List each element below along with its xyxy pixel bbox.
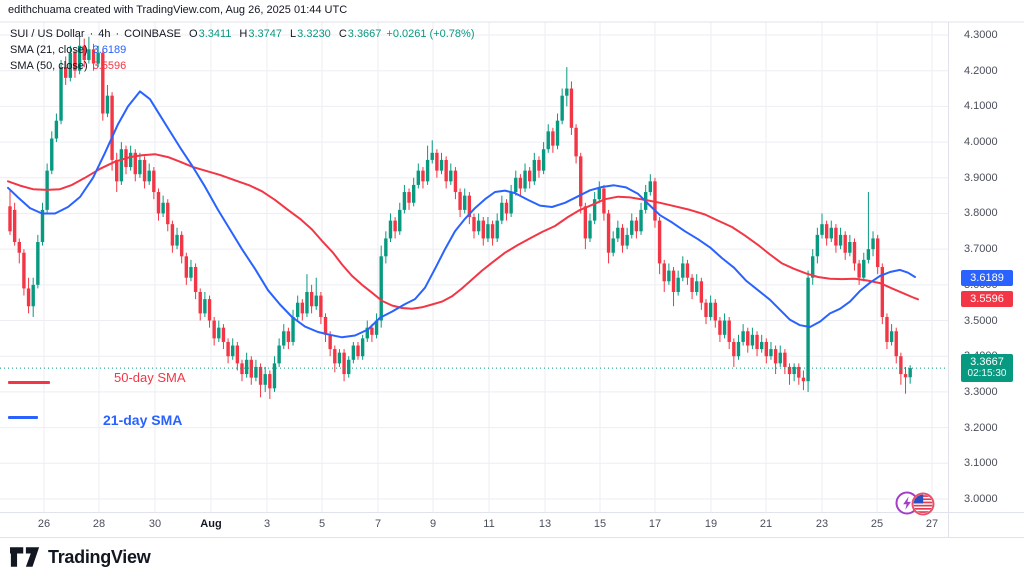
price-axis[interactable]: 3.6189 3.5596 3.3667 02:15:30 4.3000 4.20… <box>948 22 1024 538</box>
time-tick-label: 13 <box>538 518 552 530</box>
price-tick-label: 3.0000 <box>964 493 998 505</box>
sma21-label: SMA (21, close) <box>10 44 88 56</box>
instrument-pair-icons <box>895 491 935 516</box>
sma50-legend-row[interactable]: SMA (50, close) 3.5596 <box>10 58 475 74</box>
sma21-legend-row[interactable]: SMA (21, close) 3.6189 <box>10 42 475 58</box>
open-value: O 3.3411 <box>189 28 232 40</box>
time-tick-label: 5 <box>318 518 326 530</box>
price-tick-label: 3.7000 <box>964 243 998 256</box>
price-tick-label: 3.9000 <box>964 171 998 184</box>
price-tick-label: 4.1000 <box>964 100 998 113</box>
time-tick-label: Aug <box>200 518 222 530</box>
price-tick-label: 3.8000 <box>964 207 998 220</box>
sma21-current-value: 3.6189 <box>92 44 127 56</box>
time-tick-label: 27 <box>925 518 939 530</box>
price-tick-label: 4.2000 <box>964 64 998 77</box>
time-axis[interactable]: 26 28 30 Aug 3 5 7 9 11 13 15 17 19 21 23 25 27 <box>0 513 948 537</box>
sma50-annotation-label: 50-day SMA <box>114 370 186 385</box>
time-tick-label: 19 <box>704 518 718 530</box>
symbol-name: SUI / US Dollar <box>10 28 85 40</box>
attribution-text: edithchuama created with TradingView.com… <box>8 4 348 16</box>
interval-label: 4h <box>98 28 111 40</box>
sma50-sample-line <box>8 381 50 384</box>
chart-legend: SUI / US Dollar · 4h · COINBASE O 3.3411 … <box>10 26 475 74</box>
last-price-chip: 3.3667 02:15:30 <box>961 354 1013 383</box>
time-tick-label: 9 <box>429 518 437 530</box>
low-value: L 3.3230 <box>290 28 331 40</box>
time-tick-label: 30 <box>148 518 162 530</box>
time-tick-label: 23 <box>815 518 829 530</box>
sma50-line[interactable] <box>7 153 919 310</box>
time-tick-label: 17 <box>648 518 662 530</box>
high-value: H 3.3747 <box>239 28 283 40</box>
sma50-current-value: 3.5596 <box>92 60 127 72</box>
tradingview-logo[interactable]: TradingView <box>10 546 151 568</box>
us-flag-icon <box>911 492 935 516</box>
sma21-sample-line <box>8 416 38 419</box>
price-tick-label: 4.3000 <box>964 29 998 41</box>
candles <box>8 36 912 400</box>
price-tick-label: 3.1000 <box>964 457 998 470</box>
sma21-line[interactable] <box>7 90 916 339</box>
sma21-price-chip: 3.6189 <box>961 270 1013 287</box>
grid-lines <box>0 22 948 512</box>
sma21-annotation-label: 21-day SMA <box>103 412 183 428</box>
sma50-price-chip: 3.5596 <box>961 291 1013 308</box>
price-tick-label: 4.0000 <box>964 136 998 149</box>
time-tick-label: 7 <box>374 518 382 530</box>
close-value: C 3.3667 <box>338 28 382 40</box>
price-tick-label: 3.2000 <box>964 421 998 434</box>
time-tick-label: 25 <box>870 518 884 530</box>
tradingview-logo-text: TradingView <box>48 546 151 567</box>
time-tick-label: 21 <box>759 518 773 530</box>
price-tick-label: 3.3000 <box>964 385 998 398</box>
legend-separator: · <box>89 28 94 40</box>
exchange-label: COINBASE <box>124 28 182 40</box>
tradingview-logo-icon <box>10 547 40 567</box>
sma50-label: SMA (50, close) <box>10 60 88 72</box>
axis-borders <box>0 21 1024 538</box>
time-tick-label: 28 <box>92 518 106 530</box>
time-tick-label: 3 <box>263 518 271 530</box>
change-value: +0.0261 (+0.78%) <box>386 28 475 40</box>
time-tick-label: 15 <box>593 518 607 530</box>
time-tick-label: 26 <box>37 518 51 530</box>
time-tick-label: 11 <box>483 518 495 530</box>
price-tick-label: 3.5000 <box>964 314 998 327</box>
legend-separator: · <box>115 28 120 40</box>
bar-countdown: 02:15:30 <box>967 368 1007 380</box>
symbol-legend-row[interactable]: SUI / US Dollar · 4h · COINBASE O 3.3411 … <box>10 26 475 42</box>
